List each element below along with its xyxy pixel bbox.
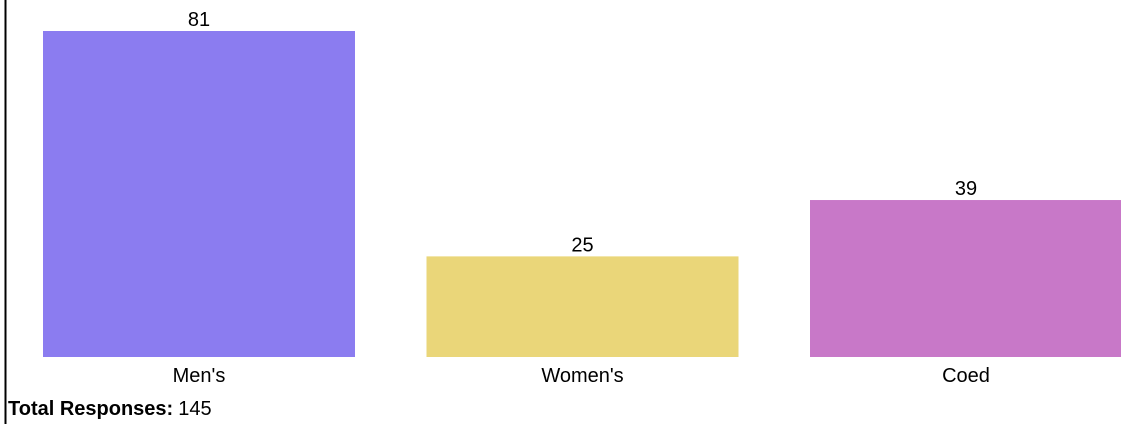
value-label: 39 — [955, 178, 977, 200]
x-tick-label: Women's — [541, 365, 623, 387]
x-tick-label: Men's — [173, 365, 226, 387]
bar — [43, 31, 355, 357]
value-label: 25 — [571, 234, 593, 256]
footer-label: Total Responses: — [8, 398, 173, 420]
bar — [426, 256, 739, 357]
value-label: 81 — [188, 9, 210, 31]
x-tick-label: Coed — [942, 365, 990, 387]
footer: Total Responses: 145 — [8, 398, 212, 420]
bar — [810, 200, 1121, 357]
footer-value: 145 — [178, 398, 211, 420]
